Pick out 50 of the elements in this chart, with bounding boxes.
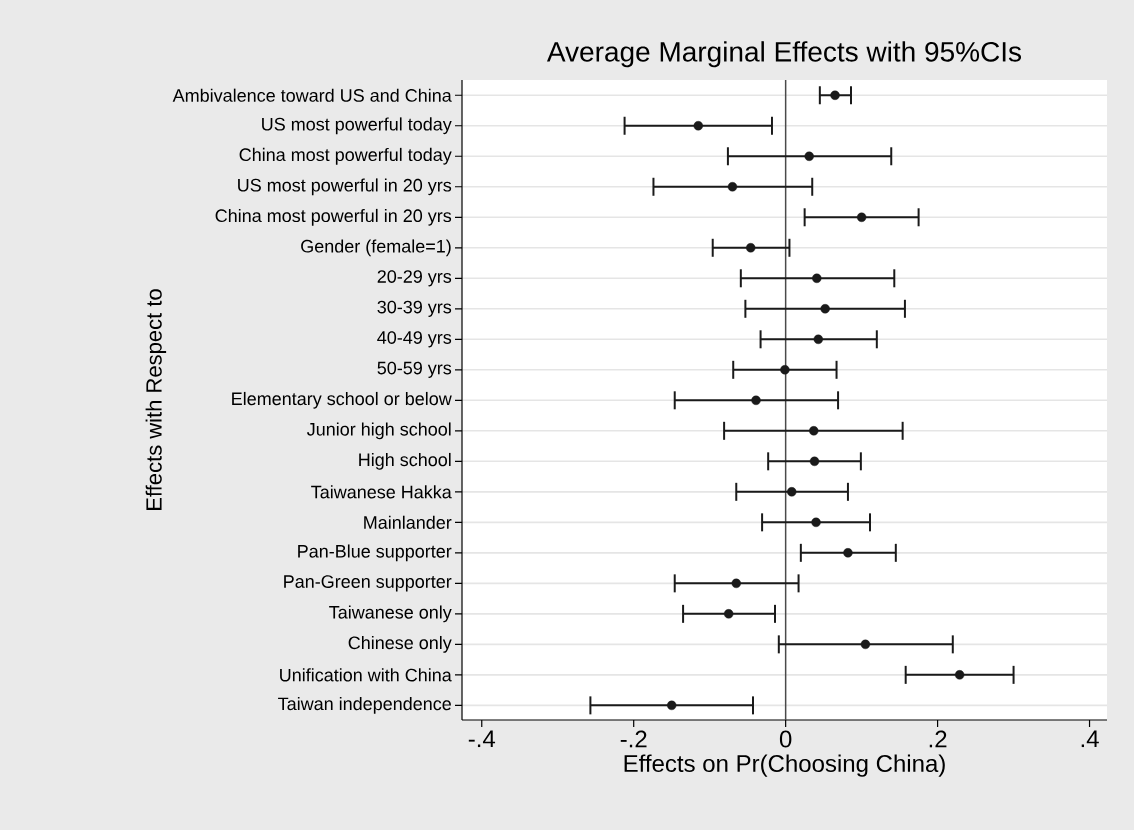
y-tick-label: 30-39 yrs xyxy=(377,300,452,317)
y-tick-label: 40-49 yrs xyxy=(377,331,452,348)
y-tick-label: Pan-Green supporter xyxy=(284,575,452,592)
y-axis-title: Effects with Respect to xyxy=(145,289,167,510)
point xyxy=(666,700,677,711)
point xyxy=(693,121,703,131)
point xyxy=(812,273,822,283)
point xyxy=(811,517,821,528)
x-tick-label: .4 xyxy=(1081,730,1099,748)
y-tick-label: 20-29 yrs xyxy=(377,270,452,287)
point xyxy=(809,456,820,467)
point xyxy=(723,609,734,619)
chart-title: Average Marginal Effects with 95%CIs xyxy=(546,41,1022,68)
point xyxy=(843,548,853,558)
y-tick-label: Taiwanese Hakka xyxy=(311,485,452,499)
point xyxy=(830,90,840,100)
x-tick-label: 0 xyxy=(779,730,792,748)
point xyxy=(751,395,761,406)
y-tick-label: Pan-Blue supporter xyxy=(298,544,452,562)
y-tick-label: Mainlander xyxy=(364,515,452,529)
point xyxy=(787,487,797,497)
y-tick-label: Taiwan independence xyxy=(278,696,451,714)
x-axis-title: Effects on Pr(Choosing China) xyxy=(624,754,945,777)
point xyxy=(954,670,965,680)
point xyxy=(860,639,871,650)
y-tick-label: China most powerful today xyxy=(239,147,452,165)
y-tick-label: Ambivalence toward US and China xyxy=(172,88,452,102)
y-tick-label: Unification with China xyxy=(280,668,452,682)
y-tick-label: High school xyxy=(359,452,451,470)
point xyxy=(780,365,790,375)
point xyxy=(820,304,830,314)
y-tick-label: US most powerful today xyxy=(262,117,452,135)
y-tick-label: China most powerful in 20 yrs xyxy=(215,208,452,226)
y-tick-label: Chinese only xyxy=(348,635,452,653)
x-tick-label: -.2 xyxy=(620,730,647,748)
x-tick-label: .2 xyxy=(929,730,947,748)
point xyxy=(809,426,819,436)
point xyxy=(804,151,814,161)
point xyxy=(727,182,738,192)
y-tick-label: 50-59 yrs xyxy=(377,361,452,378)
x-tick-label: -.4 xyxy=(468,730,496,748)
y-tick-label: Junior high school xyxy=(306,422,451,440)
point xyxy=(856,212,867,222)
point xyxy=(813,334,824,344)
y-tick-label: Gender (female=1) xyxy=(301,239,451,257)
point xyxy=(746,243,756,253)
y-tick-label: US most powerful in 20 yrs xyxy=(238,178,452,196)
point xyxy=(731,578,741,589)
y-tick-label: Elementary school or below xyxy=(232,391,452,409)
y-tick-label: Taiwanese only xyxy=(329,605,452,623)
